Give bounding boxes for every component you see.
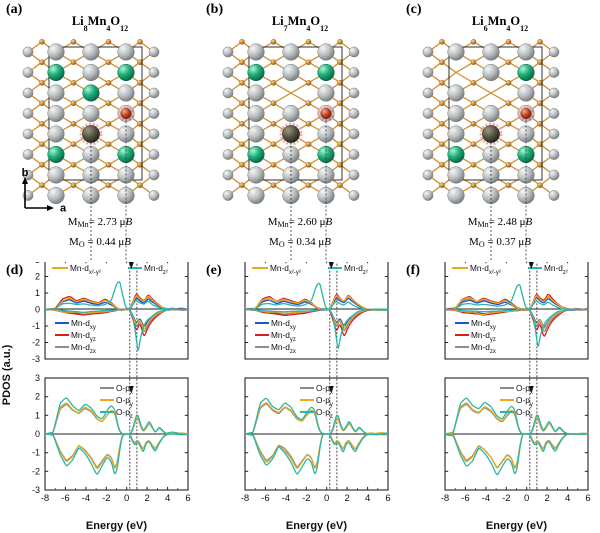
svg-text:Energy (eV): Energy (eV) <box>86 520 147 532</box>
svg-text:3: 3 <box>35 262 40 265</box>
svg-text:Mn-dzx: Mn-dzx <box>271 342 296 355</box>
svg-text:4: 4 <box>565 493 570 504</box>
svg-text:O-pz: O-pz <box>116 407 133 420</box>
svg-text:-1: -1 <box>32 448 40 458</box>
svg-text:-2: -2 <box>32 466 40 476</box>
svg-text:-8: -8 <box>241 493 249 504</box>
svg-text:Energy (eV): Energy (eV) <box>486 520 547 532</box>
svg-text:-2: -2 <box>32 338 40 348</box>
svg-text:0: 0 <box>35 429 40 439</box>
svg-text:Mn-dz²: Mn-dz² <box>344 263 368 276</box>
svg-text:PDOS (a.u.): PDOS (a.u.) <box>1 344 13 405</box>
svg-text:0: 0 <box>124 493 129 504</box>
svg-text:6: 6 <box>585 493 590 504</box>
svg-text:b: b <box>22 167 29 179</box>
svg-text:2: 2 <box>544 493 549 504</box>
svg-text:-2: -2 <box>302 493 310 504</box>
svg-text:Energy (eV): Energy (eV) <box>286 520 347 532</box>
svg-text:Mn-dz²: Mn-dz² <box>544 263 568 276</box>
svg-text:2: 2 <box>35 392 40 402</box>
svg-text:-6: -6 <box>461 493 469 504</box>
svg-text:6: 6 <box>185 493 190 504</box>
svg-text:0: 0 <box>524 493 529 504</box>
svg-text:-3: -3 <box>32 354 40 364</box>
svg-text:-6: -6 <box>261 493 269 504</box>
svg-text:a: a <box>60 203 67 215</box>
svg-text:Mn-dz²: Mn-dz² <box>144 263 168 276</box>
svg-text:0: 0 <box>324 493 329 504</box>
svg-text:Mn-dzx: Mn-dzx <box>71 342 96 355</box>
svg-text:6: 6 <box>385 493 390 504</box>
svg-text:1: 1 <box>35 410 40 420</box>
svg-text:Mn-dzx: Mn-dzx <box>471 342 496 355</box>
svg-text:4: 4 <box>365 493 370 504</box>
svg-text:-2: -2 <box>502 493 510 504</box>
svg-text:2: 2 <box>344 493 349 504</box>
svg-text:-4: -4 <box>82 493 90 504</box>
svg-text:O-pz: O-pz <box>516 407 533 420</box>
svg-text:-8: -8 <box>41 493 49 504</box>
svg-text:-1: -1 <box>32 321 40 331</box>
svg-text:-3: -3 <box>32 485 40 495</box>
svg-text:-6: -6 <box>61 493 69 504</box>
svg-text:0: 0 <box>35 305 40 315</box>
svg-text:2: 2 <box>35 272 40 282</box>
svg-text:O-pz: O-pz <box>316 407 333 420</box>
svg-text:-2: -2 <box>102 493 110 504</box>
svg-text:Mn-dx²-y²: Mn-dx²-y² <box>70 263 101 276</box>
svg-text:1: 1 <box>35 288 40 298</box>
svg-text:-4: -4 <box>282 493 290 504</box>
svg-text:3: 3 <box>35 373 40 383</box>
svg-text:-4: -4 <box>482 493 490 504</box>
svg-text:Mn-dx²-y²: Mn-dx²-y² <box>270 263 301 276</box>
svg-text:4: 4 <box>165 493 170 504</box>
svg-text:2: 2 <box>144 493 149 504</box>
svg-text:Mn-dx²-y²: Mn-dx²-y² <box>470 263 501 276</box>
svg-text:-8: -8 <box>441 493 449 504</box>
